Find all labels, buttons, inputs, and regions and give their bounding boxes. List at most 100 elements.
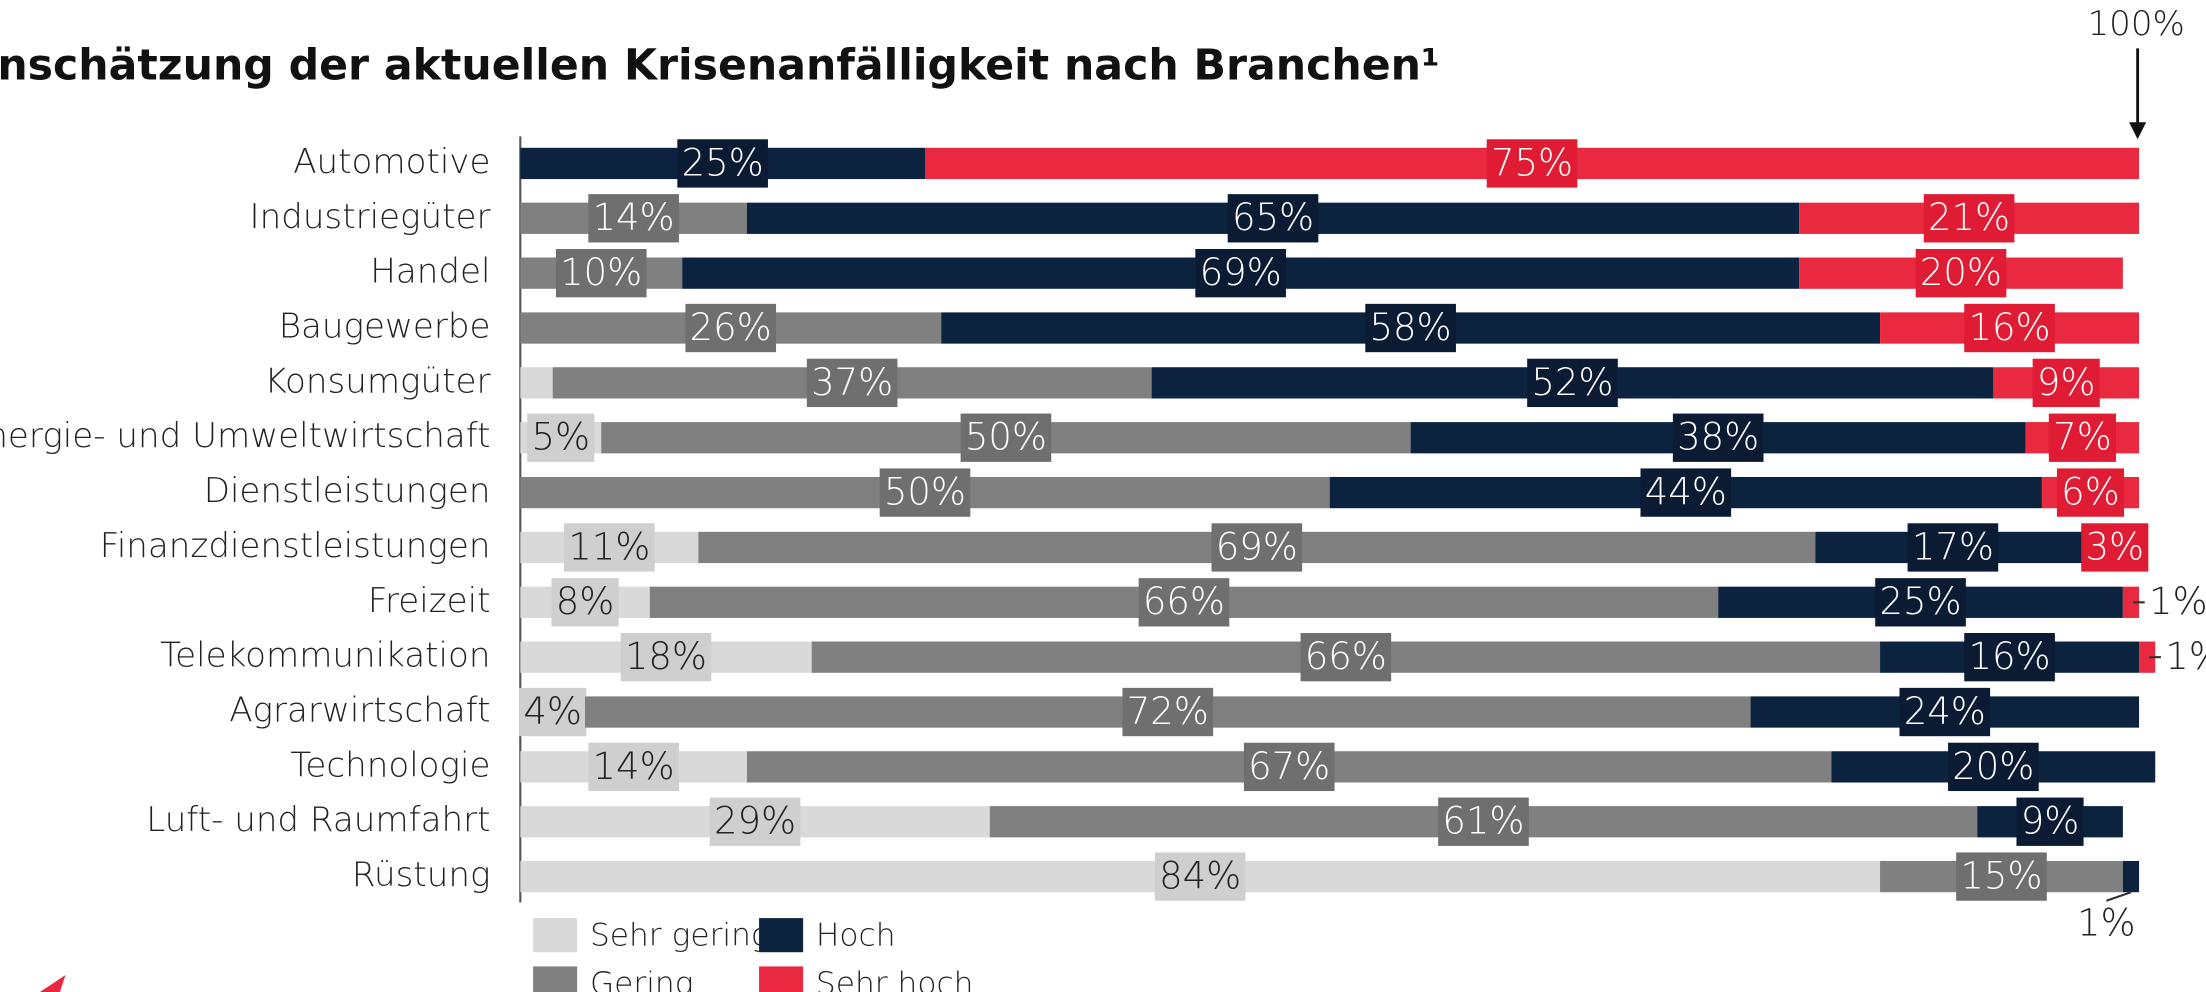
y-tick-label: Technologie <box>290 745 490 785</box>
value-label-box <box>1948 742 2039 792</box>
value-label: 18% <box>625 635 707 678</box>
bar-segment <box>520 367 553 399</box>
value-label: 66% <box>1305 635 1387 678</box>
value-label: 25% <box>1879 580 1961 623</box>
bar-segment <box>2139 641 2156 673</box>
value-label-box <box>1875 578 1966 627</box>
value-label: 38% <box>1677 416 1759 459</box>
leader-line <box>2106 891 2132 902</box>
value-label: 7% <box>2053 416 2112 459</box>
y-tick-label: Industriegüter <box>250 197 491 237</box>
value-label: 4% <box>523 690 582 733</box>
value-label: 16% <box>1969 306 2051 349</box>
value-label: 14% <box>593 745 675 788</box>
value-label-box <box>1300 633 1392 682</box>
value-label-box <box>806 358 898 408</box>
value-label: 50% <box>965 416 1047 459</box>
value-label-box <box>1227 194 1319 243</box>
value-label-box <box>1923 194 2015 243</box>
legend-swatch <box>533 966 578 992</box>
value-label-box <box>1138 578 1230 627</box>
y-tick-label: Freizeit <box>368 581 491 621</box>
value-label: 29% <box>714 800 796 843</box>
y-tick-label: Agrarwirtschaft <box>229 691 490 731</box>
value-label-box <box>527 413 595 462</box>
y-tick-label: Finanzdienstleistungen <box>100 526 491 566</box>
value-label-box <box>1243 742 1335 792</box>
value-label-box <box>1640 468 1732 517</box>
value-label: 37% <box>811 361 893 404</box>
value-label-box <box>2048 413 2116 462</box>
value-label: 6% <box>2061 471 2120 514</box>
value-label-box <box>2016 797 2084 846</box>
value-label-box <box>709 797 801 846</box>
value-label: 3% <box>2085 525 2144 568</box>
value-label: 15% <box>1960 855 2042 898</box>
value-label: 1% <box>2077 901 2136 944</box>
legend-swatch <box>759 918 804 953</box>
value-label-box <box>1907 523 1999 572</box>
value-label-box <box>620 633 712 682</box>
value-label-box <box>1438 797 1529 846</box>
value-label-box <box>960 413 1052 462</box>
value-label: 50% <box>884 471 966 514</box>
value-label-box <box>564 523 655 572</box>
value-label: 5% <box>531 416 590 459</box>
value-label: 84% <box>1159 855 1241 898</box>
value-label: 61% <box>1442 800 1524 843</box>
annotation: 100% <box>2087 4 2184 44</box>
y-tick-label: Luft- und Raumfahrt <box>146 800 490 840</box>
y-tick-label: Rüstung <box>352 855 491 895</box>
value-label: 9% <box>2021 800 2080 843</box>
value-label-box <box>1211 523 1303 572</box>
value-label: 20% <box>1920 251 2002 294</box>
value-label: 8% <box>556 580 615 623</box>
value-label: 52% <box>1531 361 1613 404</box>
value-label-box <box>685 303 777 353</box>
value-label-box <box>555 248 647 298</box>
value-label: 25% <box>682 141 764 184</box>
value-label-box <box>677 139 768 188</box>
value-label-box <box>1956 852 2047 901</box>
y-tick-label: Automotive <box>293 142 490 182</box>
value-label: 26% <box>690 306 772 349</box>
value-label: 24% <box>1904 690 1986 733</box>
value-label: 1% <box>2165 635 2206 678</box>
value-label: 69% <box>1200 251 1282 294</box>
bar-segment <box>2122 586 2140 618</box>
legend-label: Sehr hoch <box>816 966 974 992</box>
y-tick-label: Baugewerbe <box>279 307 491 347</box>
value-label-box <box>1915 248 2007 298</box>
legend-swatch <box>533 918 578 953</box>
chart-title: nschätzung der aktuellen Krisenanfälligk… <box>0 41 1440 91</box>
value-label: 14% <box>593 196 675 239</box>
value-label-box <box>1154 852 1246 901</box>
logo <box>39 974 66 992</box>
value-label: 1% <box>2149 580 2206 623</box>
value-label-box <box>1899 687 1991 737</box>
value-label: 21% <box>1928 196 2010 239</box>
value-label-box <box>519 687 587 737</box>
value-label: 58% <box>1370 306 1452 349</box>
value-label-box <box>1964 303 2055 353</box>
legend-label: Gering <box>590 966 694 992</box>
y-tick-label: Energie- und Umweltwirtschaft <box>0 416 490 456</box>
value-label: 16% <box>1969 635 2051 678</box>
value-label: 66% <box>1143 580 1225 623</box>
value-label: 20% <box>1952 745 2034 788</box>
value-label-box <box>551 578 619 627</box>
value-label-box <box>879 468 971 517</box>
value-label-box <box>2056 468 2125 517</box>
legend-swatch <box>759 966 804 992</box>
bar-segment <box>2122 860 2140 893</box>
value-label-box <box>588 194 679 243</box>
legend-label: Sehr gering <box>590 918 770 954</box>
value-label: 44% <box>1645 471 1727 514</box>
value-label: 9% <box>2037 361 2096 404</box>
value-label: 69% <box>1216 525 1298 568</box>
value-label: 67% <box>1248 745 1330 788</box>
y-tick-label: Konsumgüter <box>264 361 490 401</box>
value-label-box <box>2032 358 2100 408</box>
